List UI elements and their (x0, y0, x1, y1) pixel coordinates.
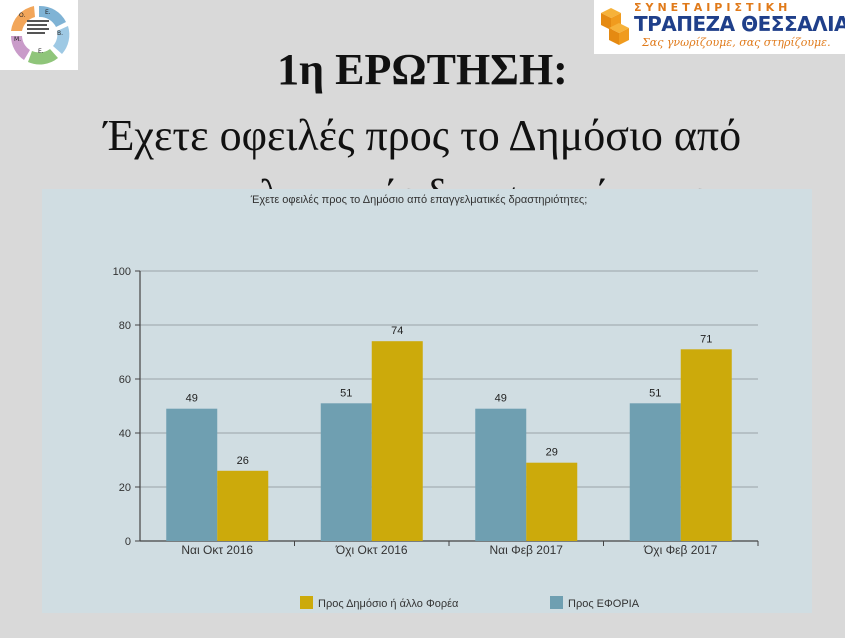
y-tick-label: 20 (119, 482, 131, 494)
x-tick-label: Ναι Οκτ 2016 (181, 543, 253, 557)
bar (371, 341, 423, 541)
bar-chart: Έχετε οφειλές προς το Δημόσιο από επαγγε… (113, 194, 759, 610)
logo-letter-0: Ο. (19, 12, 26, 19)
y-tick-label: 100 (113, 266, 131, 278)
slide-question-line-1: Έχετε οφειλές προς το Δημόσιο από (103, 111, 742, 160)
data-label: 71 (700, 333, 712, 345)
y-tick-label: 80 (119, 320, 131, 332)
bar (475, 408, 527, 541)
logo-letter-3: Ε. (38, 48, 44, 55)
data-label: 49 (495, 393, 507, 405)
chart-title: Έχετε οφειλές προς το Δημόσιο από επαγγε… (250, 194, 588, 206)
data-label: 29 (546, 447, 558, 459)
bank-top-text: ΣΥΝΕΤΑΙΡΙΣΤΙΚΗ (634, 1, 792, 14)
y-tick-label: 40 (119, 428, 131, 440)
logo-letter-2: Β. (57, 30, 63, 37)
logo-letter-1: Ε. (45, 9, 51, 16)
bar (320, 403, 372, 541)
x-tick-label: Ναι Φεβ 2017 (490, 543, 564, 557)
bar (526, 462, 578, 541)
logo-letter-4: Μ. (14, 36, 21, 43)
legend-label: Προς ΕΦΟΡΙΑ (568, 598, 640, 610)
left-logo: Ο. Ε. Β. Ε. Μ. (0, 0, 78, 70)
bank-logo: ΣΥΝΕΤΑΙΡΙΣΤΙΚΗ ΤΡΑΠΕΖΑ ΘΕΣΣΑΛΙΑΣ Σας γνω… (594, 0, 845, 54)
x-tick-label: Όχι Οκτ 2016 (335, 543, 408, 557)
data-label: 51 (340, 387, 352, 399)
legend-swatch (300, 596, 313, 609)
data-label: 49 (186, 393, 198, 405)
cycle-diagram-logo-icon: Ο. Ε. Β. Ε. Μ. (11, 5, 70, 65)
bar (166, 408, 218, 541)
bank-name: ΤΡΑΠΕΖΑ ΘΕΣΣΑΛΙΑΣ (634, 12, 845, 36)
orange-cubes-logo-icon (601, 8, 629, 45)
chart-panel: Έχετε οφειλές προς το Δημόσιο από επαγγε… (42, 189, 812, 613)
x-tick-label: Όχι Φεβ 2017 (643, 543, 718, 557)
bar (217, 470, 269, 541)
legend-swatch (550, 596, 563, 609)
y-tick-label: 0 (125, 536, 131, 548)
y-tick-label: 60 (119, 374, 131, 386)
data-label: 51 (649, 387, 661, 399)
slide-title: 1η ΕΡΩΤΗΣΗ: (277, 45, 568, 94)
bar (680, 349, 732, 541)
data-label: 26 (237, 455, 249, 467)
bar (629, 403, 681, 541)
bank-slogan: Σας γνωρίζουμε, σας στηρίζουμε. (642, 36, 831, 49)
data-label: 74 (391, 325, 403, 337)
legend-label: Προς Δημόσιο ή άλλο Φορέα (318, 598, 459, 610)
